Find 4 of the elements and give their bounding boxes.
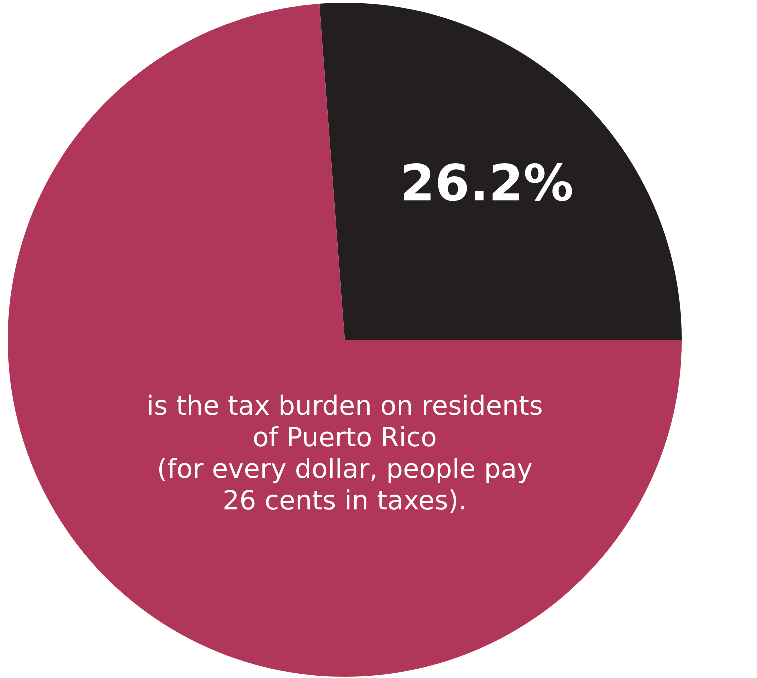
pie-slice [8, 4, 682, 677]
text: is the tax burden on residents of Puerto Rico (for every dollar, people pay 26 cents in taxes). [149, 394, 542, 514]
pie-slice [320, 3, 682, 340]
data-label: 26.2% [404, 163, 572, 202]
